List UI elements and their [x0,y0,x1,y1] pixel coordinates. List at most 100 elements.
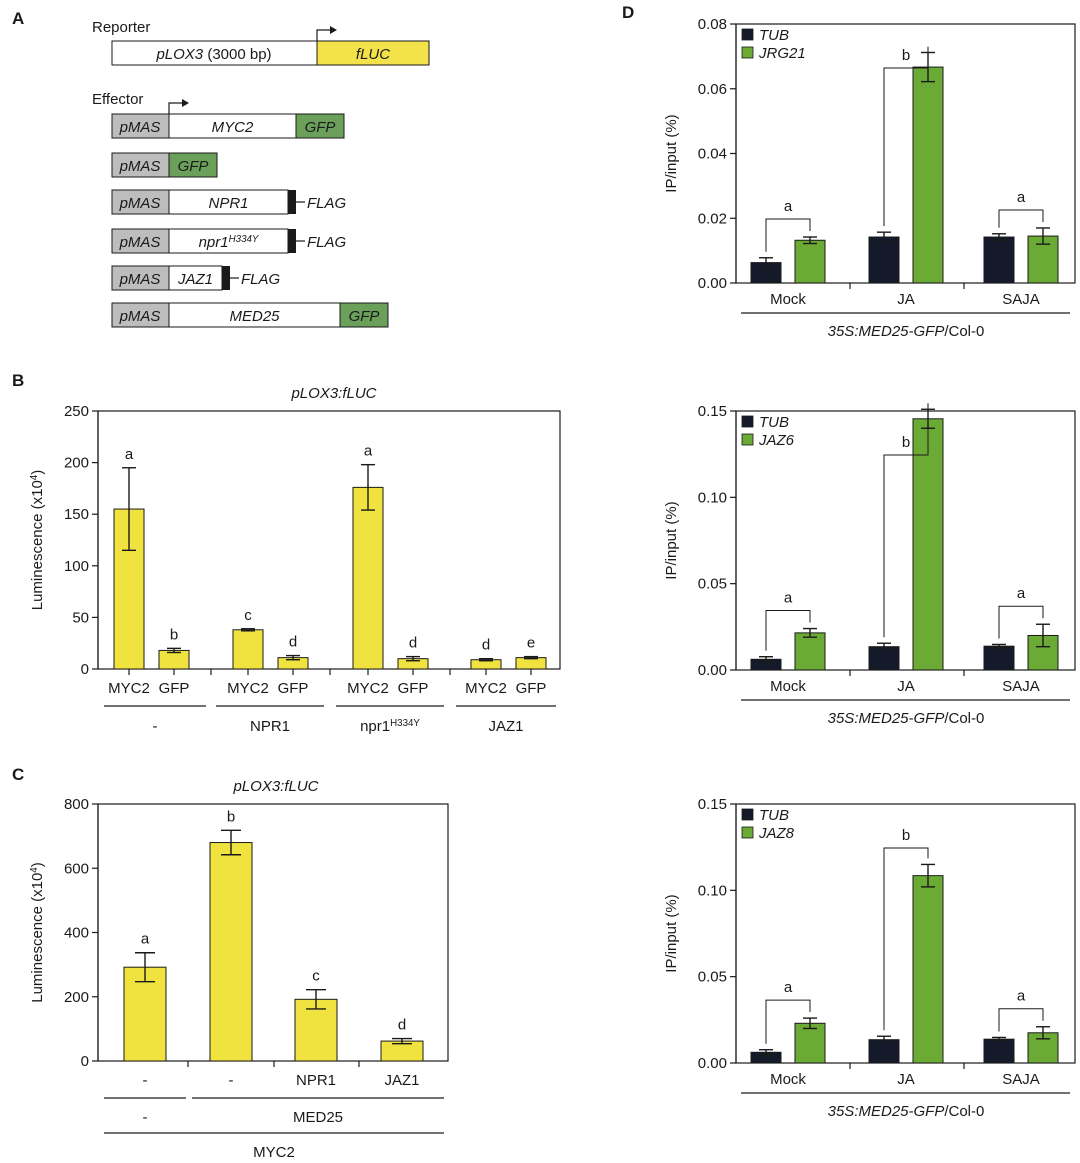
group-label: JAZ1 [488,718,523,735]
bar [794,632,826,671]
y-tick-label: 0.10 [698,489,727,506]
effector-gene-label: npr1H334Y [199,234,260,252]
significance-bracket [765,218,811,252]
x-tick-label: GFP [278,680,309,697]
significance-letter: b [902,827,910,844]
x-tick-label: MYC2 [465,680,507,697]
legend-label: TUB [759,27,789,44]
x-tick-label: SAJA [1002,678,1040,695]
y-tick-label: 50 [72,609,89,626]
legend-swatch [741,415,754,428]
x-tick-label: - [143,1072,148,1089]
panel-letter: C [12,765,24,784]
x-tick-label: JA [897,678,915,695]
effector-gene-box [168,265,223,291]
chart-title: pLOX3:fLUC [290,385,376,402]
effector-promoter-box [111,228,170,254]
flag-tag-block [222,266,230,290]
effector-promoter-label: pMAS [119,195,161,212]
y-tick-label: 0.04 [698,146,727,163]
tss-arrow-icon [316,29,333,41]
bar [983,1038,1015,1064]
legend-label: TUB [759,807,789,824]
reporter-promoter-box [111,40,318,66]
group-label: - [153,718,158,735]
tss-arrowhead-icon [330,26,337,34]
genotype-label: 35S:MED25-GFP/Col-0 [828,1103,985,1120]
y-axis-label: Luminescence (x104) [29,470,47,611]
effector-tag-label: GFP [178,158,209,175]
y-tick-label: 200 [64,455,89,472]
reporter-promoter-label: pLOX3 (3000 bp) [155,46,271,63]
panel-letter: B [12,371,24,390]
significance-bracket [883,46,929,227]
x-tick-label: MYC2 [347,680,389,697]
effector-tag-label: FLAG [307,195,347,212]
x-tick-label: NPR1 [296,1072,336,1089]
effector-tag-box [168,152,218,178]
effector-gene-label: MED25 [229,308,280,325]
significance-letter: d [409,635,417,652]
x-tick-label: GFP [516,680,547,697]
bar [983,236,1015,284]
significance-letter: c [312,968,320,985]
significance-letter: a [1017,988,1026,1005]
flag-tag-block [288,229,296,253]
effector-promoter-label: pMAS [119,271,161,288]
significance-letter: a [125,446,134,463]
effector-tag-label: GFP [305,119,336,136]
y-tick-label: 0.10 [698,882,727,899]
x-tick-label: Mock [770,678,806,695]
significance-letter: b [227,808,235,825]
effector-promoter-label: pMAS [119,119,161,136]
group-label: - [143,1109,148,1126]
tss-arrowhead-icon [182,99,189,107]
significance-letter: a [1017,189,1026,206]
significance-letter: a [784,198,793,215]
y-tick-label: 150 [64,506,89,523]
y-axis-label: IP/input (%) [663,501,680,579]
bar [352,486,384,670]
effector-tag-box [339,302,389,328]
effector-promoter-label: pMAS [119,308,161,325]
significance-letter: b [902,434,910,451]
panel-letter: D [622,3,634,22]
significance-letter: b [170,626,178,643]
y-tick-label: 250 [64,403,89,420]
y-tick-label: 0.06 [698,81,727,98]
y-tick-label: 0 [81,1053,89,1070]
y-tick-label: 0.05 [698,969,727,986]
significance-letter: d [398,1017,406,1034]
effector-gene-label: MYC2 [212,119,254,136]
effector-promoter-label: pMAS [119,158,161,175]
plot-frame [97,410,561,670]
significance-bracket [883,847,929,1031]
legend-label: TUB [759,414,789,431]
effector-tag-box [295,113,345,139]
effector-promoter-label: pMAS [119,234,161,251]
bar [158,649,190,670]
effector-promoter-box [111,113,170,139]
group-label: NPR1 [250,718,290,735]
bar [794,1022,826,1064]
significance-letter: c [244,607,252,624]
y-tick-label: 0.02 [698,210,727,227]
significance-letter: a [784,590,793,607]
y-axis-label: IP/input (%) [663,894,680,972]
panel-letter: A [12,9,24,28]
legend-label: JAZ8 [758,825,795,842]
y-tick-label: 0.00 [698,275,727,292]
significance-bracket [765,999,811,1044]
x-tick-label: MYC2 [108,680,150,697]
effector-promoter-box [111,302,170,328]
significance-letter: a [141,931,150,948]
effector-tag-label: FLAG [307,234,347,251]
y-tick-label: 0.00 [698,662,727,679]
x-tick-label: SAJA [1002,1071,1040,1088]
y-axis-label: Luminescence (x104) [29,862,47,1003]
significance-letter: a [364,443,373,460]
y-tick-label: 400 [64,925,89,942]
x-tick-label: Mock [770,1071,806,1088]
significance-letter: a [1017,585,1026,602]
y-tick-label: 0.08 [698,16,727,33]
